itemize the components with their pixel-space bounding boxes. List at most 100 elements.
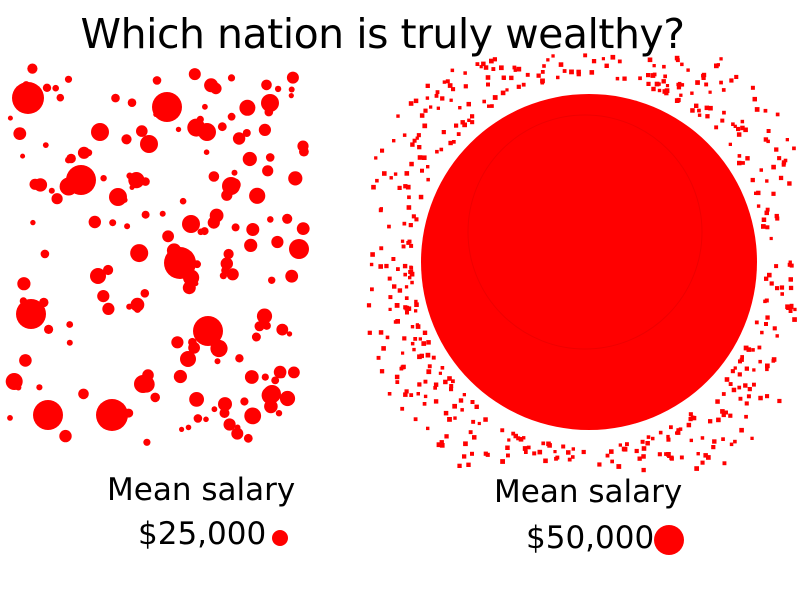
right-population-square bbox=[516, 84, 521, 89]
right-population-square bbox=[646, 435, 651, 439]
left-population-circle bbox=[171, 336, 184, 349]
left-population-circle bbox=[19, 354, 32, 367]
right-population-square bbox=[516, 66, 522, 72]
right-population-square bbox=[680, 62, 684, 67]
right-population-square bbox=[780, 292, 784, 296]
right-population-square bbox=[392, 139, 396, 143]
right-population-square bbox=[413, 417, 418, 422]
right-population-square bbox=[434, 94, 439, 98]
right-population-square bbox=[664, 452, 668, 456]
left-population-circle bbox=[17, 277, 31, 291]
right-population-square bbox=[591, 59, 597, 64]
right-population-square bbox=[666, 452, 671, 457]
right-population-square bbox=[646, 73, 651, 78]
left-population-circle bbox=[185, 424, 192, 431]
right-population-square bbox=[388, 307, 392, 311]
left-population-circle bbox=[271, 235, 284, 249]
right-population-square bbox=[470, 451, 474, 456]
right-population-square bbox=[423, 379, 428, 384]
right-population-square bbox=[423, 108, 428, 113]
left-population-circle bbox=[261, 79, 272, 91]
right-population-square bbox=[447, 376, 452, 381]
right-population-square bbox=[388, 295, 393, 300]
right-population-square bbox=[449, 98, 453, 102]
right-population-square bbox=[771, 164, 776, 170]
left-population-circle bbox=[211, 406, 218, 413]
right-population-square bbox=[601, 57, 605, 61]
right-population-square bbox=[566, 450, 571, 455]
left-population-circle bbox=[48, 187, 55, 194]
left-population-circle bbox=[244, 370, 259, 384]
left-nation-cluster bbox=[5, 63, 310, 446]
right-population-square bbox=[402, 133, 407, 137]
right-population-square bbox=[391, 257, 396, 261]
left-population-circle bbox=[66, 321, 74, 328]
left-population-circle bbox=[159, 210, 166, 217]
right-population-square bbox=[604, 63, 609, 68]
right-population-square bbox=[413, 98, 419, 104]
right-population-square bbox=[650, 73, 656, 78]
left-population-circle bbox=[127, 98, 137, 107]
right-population-square bbox=[536, 73, 541, 78]
right-population-square bbox=[546, 441, 551, 447]
right-population-square bbox=[729, 442, 734, 447]
right-population-square bbox=[740, 125, 745, 131]
left-population-circle bbox=[27, 63, 38, 74]
right-population-square bbox=[379, 246, 384, 251]
left-population-circle bbox=[232, 132, 246, 145]
left-population-circle bbox=[265, 153, 275, 162]
right-population-square bbox=[448, 140, 453, 146]
left-population-circle bbox=[193, 414, 203, 423]
right-population-square bbox=[387, 224, 391, 229]
right-population-square bbox=[412, 347, 416, 352]
right-population-square bbox=[522, 436, 526, 440]
left-population-circle bbox=[227, 74, 236, 82]
left-population-circle bbox=[126, 172, 133, 180]
right-population-square bbox=[525, 72, 530, 77]
right-population-square bbox=[516, 436, 521, 441]
right-population-square bbox=[483, 65, 489, 70]
right-population-square bbox=[625, 442, 629, 447]
left-population-circle bbox=[121, 134, 132, 145]
right-population-square bbox=[371, 184, 376, 190]
right-population-square bbox=[654, 81, 660, 87]
right-population-square bbox=[375, 178, 379, 183]
right-population-square bbox=[403, 392, 408, 397]
left-population-circle bbox=[275, 410, 283, 417]
right-population-square bbox=[758, 359, 762, 364]
right-population-square bbox=[402, 336, 407, 341]
right-population-square bbox=[378, 208, 383, 213]
right-population-square bbox=[744, 366, 749, 371]
right-population-square bbox=[397, 185, 402, 190]
left-population-circle bbox=[208, 171, 220, 182]
right-population-square bbox=[416, 392, 420, 396]
left-population-circle bbox=[256, 308, 273, 324]
right-population-square bbox=[499, 65, 504, 71]
right-population-square bbox=[622, 76, 627, 81]
right-population-square bbox=[679, 455, 684, 460]
right-population-square bbox=[456, 132, 461, 136]
right-population-square bbox=[720, 409, 725, 414]
right-population-square bbox=[763, 299, 767, 304]
right-population-square bbox=[404, 285, 409, 289]
right-population-square bbox=[567, 457, 572, 462]
left-population-circle bbox=[124, 223, 131, 230]
left-population-circle bbox=[203, 149, 210, 155]
left-population-circle bbox=[33, 400, 63, 430]
right-population-square bbox=[367, 330, 372, 335]
left-population-circle bbox=[110, 195, 119, 203]
right-population-square bbox=[500, 459, 505, 464]
right-population-square bbox=[396, 267, 400, 271]
right-population-square bbox=[422, 123, 428, 129]
left-population-circle bbox=[296, 245, 304, 253]
right-population-square bbox=[695, 80, 700, 85]
right-population-square bbox=[426, 177, 430, 182]
right-population-square bbox=[470, 400, 475, 404]
right-population-square bbox=[451, 379, 455, 384]
right-population-square bbox=[739, 357, 744, 362]
left-population-circle bbox=[150, 392, 160, 403]
right-population-square bbox=[438, 371, 442, 375]
right-population-square bbox=[765, 315, 770, 320]
left-population-circle bbox=[130, 244, 149, 263]
